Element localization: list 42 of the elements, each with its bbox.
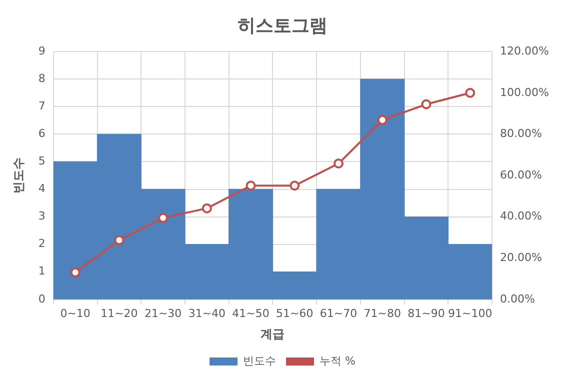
legend-label: 빈도수 (243, 354, 276, 368)
point (377, 114, 388, 125)
y2-tick-label: 40.00% (500, 210, 542, 223)
y2-tick-label: 0.00% (500, 292, 536, 306)
x-tick-label: 0~10 (60, 306, 90, 320)
x-tick-label: 51~60 (276, 306, 314, 320)
y-tick-label: 7 (38, 100, 46, 113)
y-tick-label: 9 (38, 44, 46, 58)
point (465, 88, 476, 98)
y2-tick-label: 60.00% (500, 168, 542, 182)
y-tick-label: 5 (38, 154, 46, 168)
y-tick-label: 1 (38, 264, 46, 278)
y-tick-label: 8 (38, 72, 46, 85)
chart-title: 히스토그램 (238, 15, 328, 36)
point (70, 267, 80, 278)
point (158, 212, 168, 223)
x-tick-label: 41~50 (232, 306, 270, 320)
y2-tick-label: 120.00% (500, 44, 550, 58)
y2-tick-label: 80.00% (500, 127, 542, 140)
y-axis-title: 빈도수 (11, 158, 26, 194)
y-tick-label: 2 (38, 237, 46, 250)
y2-tick-label: 100.00% (500, 86, 550, 99)
y-tick-label: 0 (38, 292, 46, 306)
point (114, 235, 124, 246)
y-tick-label: 4 (38, 182, 46, 196)
point (290, 180, 300, 191)
x-tick-label: 21~30 (144, 306, 182, 320)
point (202, 203, 212, 214)
x-tick-label: 91~100 (448, 306, 492, 320)
point (334, 158, 344, 169)
y-tick-label: 6 (38, 127, 46, 140)
point (421, 99, 432, 110)
x-axis-title: 계급 (260, 326, 285, 341)
y2-tick-label: 20.00% (500, 250, 542, 264)
x-tick-label: 31~40 (188, 306, 226, 320)
x-tick-label: 61~70 (320, 306, 358, 320)
x-tick-label: 81~90 (408, 306, 445, 320)
x-tick-label: 71~80 (364, 306, 402, 320)
point (246, 180, 256, 191)
y-tick-label: 3 (38, 210, 46, 223)
legend-label: 누적 % (320, 354, 356, 368)
x-tick-label: 11~20 (100, 306, 138, 320)
